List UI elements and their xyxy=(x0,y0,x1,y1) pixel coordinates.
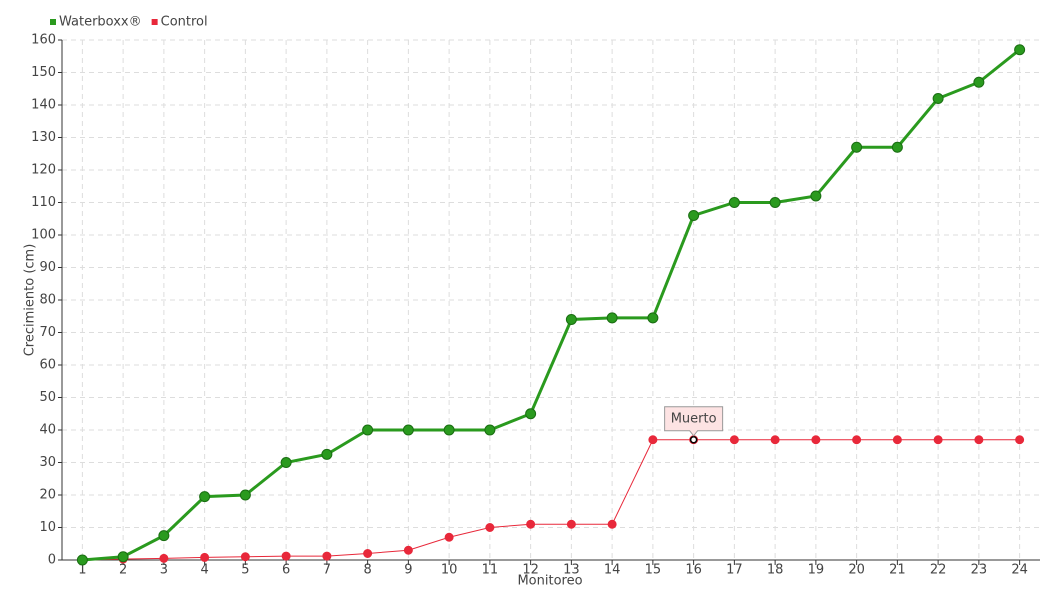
x-tick-label: 8 xyxy=(363,563,371,578)
data-point xyxy=(729,435,739,445)
legend-swatch xyxy=(151,19,158,25)
data-point xyxy=(606,312,618,324)
data-point xyxy=(933,435,943,445)
data-point xyxy=(525,408,537,420)
data-point xyxy=(526,519,536,529)
x-tick-label: 22 xyxy=(930,563,947,578)
data-point xyxy=(770,435,780,445)
x-tick-label: 20 xyxy=(848,563,865,578)
data-point xyxy=(565,314,577,325)
data-point xyxy=(769,197,781,208)
data-point xyxy=(851,141,863,153)
data-point xyxy=(973,76,985,88)
x-tick-label: 5 xyxy=(241,563,249,578)
annotation-text: Muerto xyxy=(671,411,717,426)
y-tick-label: 60 xyxy=(39,358,56,373)
data-point xyxy=(1014,44,1026,56)
data-point xyxy=(158,530,170,542)
data-point xyxy=(974,435,984,445)
x-tick-label: 11 xyxy=(482,563,499,578)
data-point xyxy=(117,551,129,563)
data-point xyxy=(200,552,210,562)
data-point xyxy=(240,552,250,562)
data-point xyxy=(891,141,903,153)
data-point xyxy=(76,554,88,566)
data-point xyxy=(199,491,211,503)
data-point xyxy=(443,424,455,436)
data-point xyxy=(402,424,414,436)
x-tick-label: 10 xyxy=(441,563,458,578)
data-point xyxy=(239,489,251,501)
annotation: Muerto xyxy=(664,406,724,437)
x-tick-label: 6 xyxy=(282,563,290,578)
x-tick-label: 7 xyxy=(323,563,331,578)
y-tick-label: 140 xyxy=(31,98,56,113)
x-tick-label: 14 xyxy=(604,563,621,578)
data-point xyxy=(648,435,658,445)
data-point xyxy=(566,519,576,529)
legend-label: Waterboxx® xyxy=(59,15,142,30)
data-point xyxy=(688,210,700,221)
y-tick-label: 50 xyxy=(39,390,56,405)
data-point xyxy=(363,549,373,558)
data-point xyxy=(159,553,169,563)
y-tick-label: 110 xyxy=(31,195,56,210)
x-tick-label: 3 xyxy=(160,563,168,578)
data-point xyxy=(932,93,944,104)
data-point xyxy=(322,551,332,561)
x-tick-label: 21 xyxy=(889,563,906,578)
x-axis-title: Monitoreo xyxy=(517,574,582,589)
y-tick-label: 30 xyxy=(39,455,56,470)
y-tick-label: 130 xyxy=(31,130,56,145)
data-point xyxy=(810,190,822,202)
data-point xyxy=(281,551,291,561)
data-point xyxy=(484,424,496,436)
y-axis-title: Crecimiento (cm) xyxy=(23,244,38,357)
x-tick-label: 17 xyxy=(726,563,743,578)
x-tick-label: 24 xyxy=(1011,563,1028,578)
data-point xyxy=(403,545,413,555)
x-tick-label: 9 xyxy=(404,563,412,578)
data-point xyxy=(444,532,454,542)
data-point xyxy=(728,197,740,208)
x-tick-label: 23 xyxy=(971,563,988,578)
annotation-box xyxy=(664,406,724,437)
series-line xyxy=(82,439,1020,561)
legend-swatch xyxy=(50,19,56,25)
series-line xyxy=(82,48,1021,562)
data-point xyxy=(321,448,333,460)
y-tick-label: 70 xyxy=(39,325,56,340)
data-point xyxy=(647,312,659,324)
y-tick-label: 120 xyxy=(31,163,56,178)
data-point xyxy=(852,435,862,445)
y-tick-label: 80 xyxy=(39,293,56,308)
data-point xyxy=(811,435,821,445)
data-point xyxy=(1015,435,1025,445)
x-tick-label: 16 xyxy=(685,563,702,578)
y-tick-label: 20 xyxy=(39,488,56,503)
y-tick-label: 90 xyxy=(39,260,56,275)
annotation-marker xyxy=(689,436,698,444)
y-tick-label: 100 xyxy=(31,228,56,243)
x-tick-label: 4 xyxy=(200,563,208,578)
y-tick-label: 10 xyxy=(39,520,56,535)
y-tick-label: 0 xyxy=(48,553,56,568)
x-tick-label: 12 xyxy=(522,563,539,578)
x-tick-label: 13 xyxy=(563,563,580,578)
data-point xyxy=(607,519,617,529)
data-point xyxy=(485,523,495,532)
y-tick-label: 40 xyxy=(39,423,56,438)
data-point xyxy=(362,424,374,436)
data-point xyxy=(892,435,902,445)
x-tick-label: 2 xyxy=(119,563,127,578)
y-tick-label: 160 xyxy=(31,33,56,48)
y-tick-label: 150 xyxy=(31,65,56,80)
x-tick-label: 1 xyxy=(78,563,86,578)
x-tick-label: 15 xyxy=(645,563,662,578)
data-point xyxy=(280,457,292,468)
x-tick-label: 18 xyxy=(767,563,784,578)
legend-label: Control xyxy=(161,15,208,30)
x-tick-label: 19 xyxy=(808,563,825,578)
